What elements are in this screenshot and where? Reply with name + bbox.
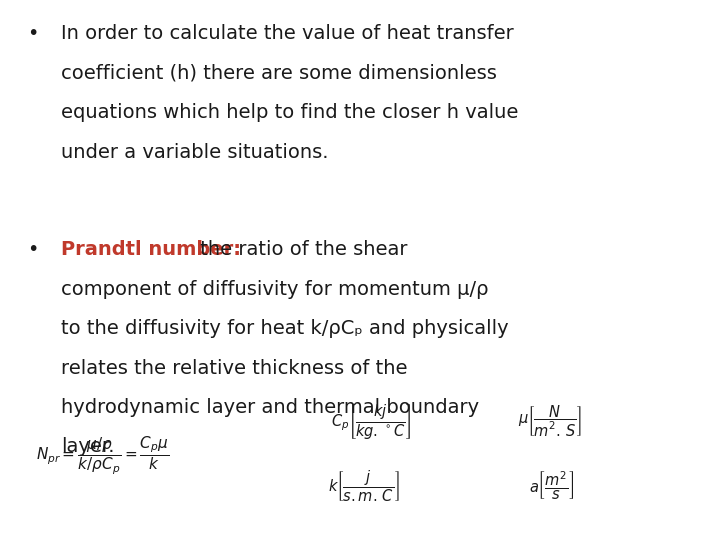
Text: $C_p\left[\dfrac{kj}{kg.\,{^\circ}C}\right]$: $C_p\left[\dfrac{kj}{kg.\,{^\circ}C}\rig… [331,402,412,441]
Text: the ratio of the shear: the ratio of the shear [194,240,408,259]
Text: to the diffusivity for heat k/ρCₚ and physically: to the diffusivity for heat k/ρCₚ and ph… [61,319,509,338]
Text: Prandtl number:: Prandtl number: [61,240,241,259]
Text: layer.: layer. [61,437,114,456]
Text: In order to calculate the value of heat transfer: In order to calculate the value of heat … [61,24,514,43]
Text: $\mu\left[\dfrac{N}{m^2.\,S}\right]$: $\mu\left[\dfrac{N}{m^2.\,S}\right]$ [518,403,582,439]
Text: relates the relative thickness of the: relates the relative thickness of the [61,359,408,377]
Text: component of diffusivity for momentum μ/ρ: component of diffusivity for momentum μ/… [61,280,489,299]
Text: under a variable situations.: under a variable situations. [61,143,329,161]
Text: equations which help to find the closer h value: equations which help to find the closer … [61,103,518,122]
Text: $k\left[\dfrac{j}{s.m.\,C}\right]$: $k\left[\dfrac{j}{s.m.\,C}\right]$ [328,468,399,504]
Text: •: • [27,24,39,43]
Text: $a\left[\dfrac{m^2}{s}\right]$: $a\left[\dfrac{m^2}{s}\right]$ [529,470,575,502]
Text: •: • [27,240,39,259]
Text: coefficient (h) there are some dimensionless: coefficient (h) there are some dimension… [61,64,497,83]
Text: $N_{pr} = \dfrac{\mu/\rho}{k/\rho C_p} = \dfrac{C_p\mu}{k}$: $N_{pr} = \dfrac{\mu/\rho}{k/\rho C_p} =… [36,435,169,477]
Text: hydrodynamic layer and thermal boundary: hydrodynamic layer and thermal boundary [61,398,480,417]
